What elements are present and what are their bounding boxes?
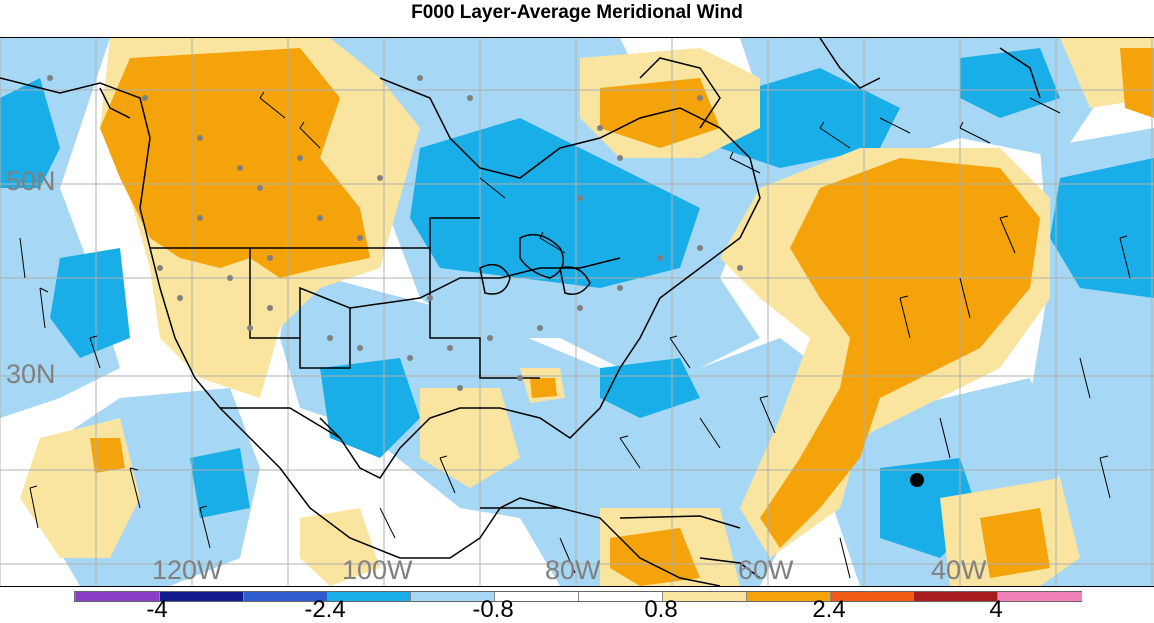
colorbar-tick: 4 <box>989 596 1003 623</box>
colorbar-segment <box>242 592 328 601</box>
graticule <box>0 38 1154 586</box>
colorbar-segment <box>158 592 245 601</box>
colorbar-segment <box>75 592 161 601</box>
lat-label-50n: 50N <box>6 166 56 196</box>
colorbar-segment <box>829 592 915 601</box>
lon-label-80w: 80W <box>545 555 601 585</box>
orange-fields <box>90 48 1154 586</box>
colorbar-segment <box>997 592 1083 601</box>
colorbar-segment <box>578 592 664 601</box>
colorbar-tick: -0.8 <box>472 596 514 623</box>
colorbar-segment <box>494 592 580 601</box>
wind-barbs <box>19 91 1131 579</box>
colorbar-segment <box>913 592 999 601</box>
colorbar-segment <box>326 592 412 601</box>
colorbar-segment <box>745 592 831 601</box>
chart-title: F000 Layer-Average Meridional Wind <box>411 2 743 23</box>
colorbar-tick: -2.4 <box>304 596 346 623</box>
lon-label-60w: 60W <box>738 555 794 585</box>
lon-label-100w: 100W <box>342 555 413 585</box>
colorbar-segment <box>661 592 748 601</box>
colorbar-segment <box>410 592 496 601</box>
lon-label-120w: 120W <box>152 555 223 585</box>
colorbar-tick: 2.4 <box>812 596 846 623</box>
map-panel: 50N 30N 120W 100W 80W 60W 40W <box>0 37 1154 587</box>
observation-dots <box>47 75 743 391</box>
lat-label-30n: 30N <box>6 359 56 389</box>
colorbar-tick: -4 <box>146 596 168 623</box>
coastlines <box>0 38 1041 586</box>
lon-label-40w: 40W <box>931 555 987 585</box>
colorbar-tick: 0.8 <box>644 596 678 623</box>
colorbar <box>74 591 1083 602</box>
storm-marker <box>910 473 924 487</box>
wind-map <box>0 38 1154 586</box>
